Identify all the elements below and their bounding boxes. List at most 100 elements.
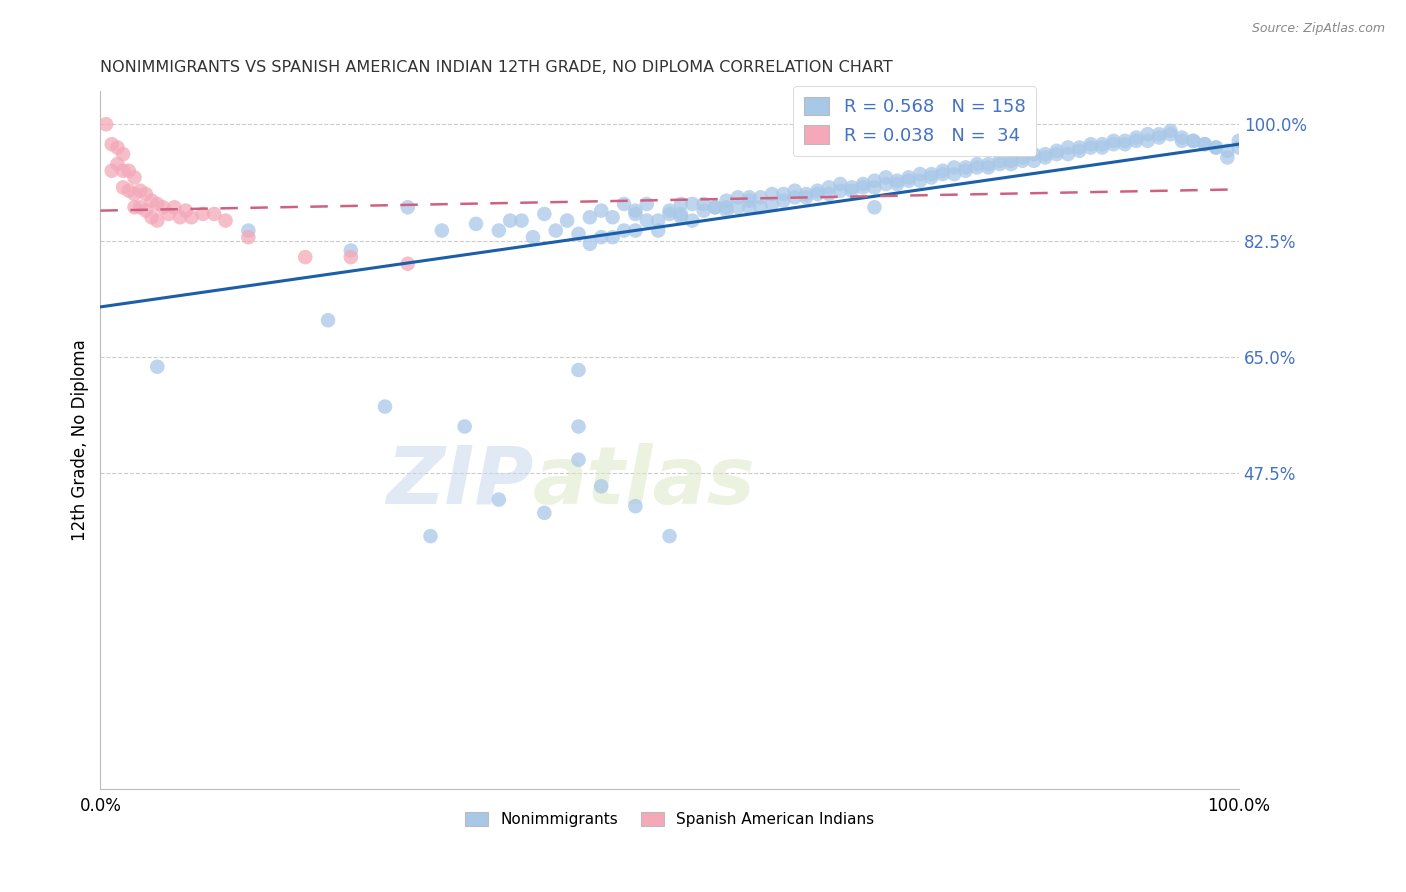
Point [238, 223, 260, 237]
Point [94, 117, 117, 131]
Point [830, 177, 852, 191]
Point [783, 184, 806, 198]
Point [316, 313, 339, 327]
Point [1057, 140, 1080, 154]
Point [863, 180, 886, 194]
Point [794, 186, 817, 201]
Point [1033, 147, 1056, 161]
Point [1000, 153, 1022, 168]
Point [647, 223, 669, 237]
Point [908, 174, 931, 188]
Point [988, 157, 1011, 171]
Point [977, 161, 1000, 175]
Point [567, 227, 589, 241]
Point [118, 163, 141, 178]
Text: NONIMMIGRANTS VS SPANISH AMERICAN INDIAN 12TH GRADE, NO DIPLOMA CORRELATION CHAR: NONIMMIGRANTS VS SPANISH AMERICAN INDIAN… [100, 60, 893, 75]
Point [1205, 140, 1227, 154]
Point [1080, 137, 1102, 152]
Point [522, 230, 544, 244]
Point [738, 200, 761, 214]
Point [1136, 134, 1159, 148]
Legend: Nonimmigrants, Spanish American Indians: Nonimmigrants, Spanish American Indians [458, 805, 880, 833]
Point [920, 170, 942, 185]
Point [749, 190, 772, 204]
Point [191, 207, 214, 221]
Point [806, 184, 828, 198]
Point [794, 190, 817, 204]
Point [152, 200, 174, 214]
Point [738, 190, 761, 204]
Point [966, 157, 988, 171]
Point [1000, 157, 1022, 171]
Point [533, 506, 555, 520]
Point [783, 190, 806, 204]
Point [1069, 140, 1091, 154]
Point [100, 137, 122, 152]
Point [1046, 144, 1069, 158]
Point [602, 230, 624, 244]
Point [955, 161, 977, 175]
Point [238, 230, 260, 244]
Point [761, 186, 783, 201]
Point [908, 167, 931, 181]
Point [738, 194, 761, 208]
Point [567, 363, 589, 377]
Point [124, 170, 146, 185]
Point [920, 167, 942, 181]
Point [886, 174, 908, 188]
Point [613, 197, 636, 211]
Point [806, 186, 828, 201]
Point [544, 223, 567, 237]
Point [1147, 127, 1170, 141]
Point [107, 157, 129, 171]
Point [624, 207, 647, 221]
Point [1182, 134, 1205, 148]
Point [636, 197, 658, 211]
Point [294, 250, 316, 264]
Point [146, 197, 169, 211]
Point [567, 452, 589, 467]
Point [1057, 147, 1080, 161]
Point [1159, 127, 1181, 141]
Point [704, 200, 727, 214]
Point [453, 419, 475, 434]
Point [897, 174, 920, 188]
Y-axis label: 12th Grade, No Diploma: 12th Grade, No Diploma [72, 339, 89, 541]
Point [636, 213, 658, 227]
Point [988, 153, 1011, 168]
Point [1125, 134, 1147, 148]
Point [693, 197, 716, 211]
Point [852, 180, 875, 194]
Point [943, 161, 966, 175]
Point [613, 223, 636, 237]
Point [1069, 144, 1091, 158]
Point [174, 203, 197, 218]
Point [591, 203, 613, 218]
Point [591, 479, 613, 493]
Point [374, 400, 396, 414]
Point [430, 223, 453, 237]
Point [129, 184, 152, 198]
Point [647, 213, 669, 227]
Point [340, 250, 363, 264]
Point [579, 211, 602, 225]
Point [658, 207, 681, 221]
Point [107, 140, 129, 154]
Point [135, 203, 157, 218]
Point [488, 223, 510, 237]
Point [141, 194, 163, 208]
Point [624, 223, 647, 237]
Point [830, 184, 852, 198]
Point [112, 147, 135, 161]
Point [875, 177, 897, 191]
Point [100, 163, 122, 178]
Point [1080, 140, 1102, 154]
Point [1216, 151, 1239, 165]
Point [761, 197, 783, 211]
Point [681, 197, 703, 211]
Point [1102, 137, 1125, 152]
Point [658, 529, 681, 543]
Point [157, 207, 180, 221]
Point [146, 213, 169, 227]
Point [1216, 144, 1239, 158]
